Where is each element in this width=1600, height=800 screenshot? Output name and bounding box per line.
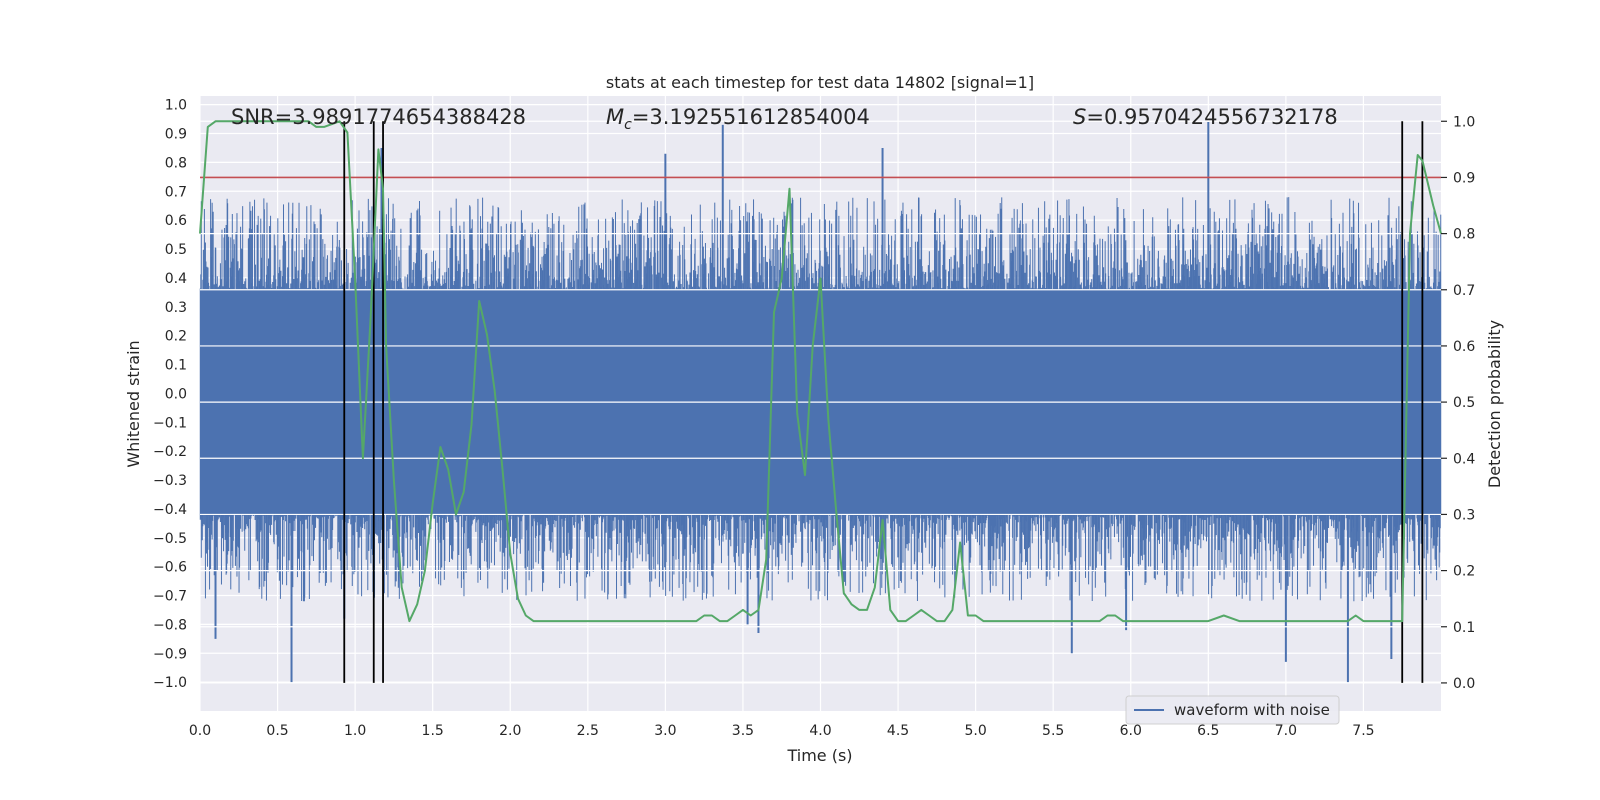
y-left-tick-label-20: 1.0 (165, 98, 187, 114)
y-left-tick-label-17: 0.7 (165, 184, 187, 200)
y-left-tick-label-13: 0.3 (165, 300, 187, 316)
waveform-noise (199, 197, 1442, 602)
y-left-tick-label-2: −0.8 (153, 617, 187, 633)
legend: waveform with noise (1125, 695, 1340, 725)
x-tick-label-14: 7.0 (1275, 723, 1297, 739)
y-axis-left-label: Whitened strain (124, 340, 143, 467)
y-right-tick-label-9: 0.9 (1453, 170, 1475, 186)
y-left-tick-label-16: 0.6 (165, 213, 187, 229)
y-right-tick-label-10: 1.0 (1453, 114, 1475, 130)
x-tick-label-8: 4.0 (809, 723, 831, 739)
y-right-tick-label-2: 0.2 (1453, 564, 1475, 580)
x-tick-label-4: 2.0 (499, 723, 521, 739)
y-left-tick-label-18: 0.8 (165, 155, 187, 171)
y-left-tick-label-4: −0.6 (153, 560, 187, 576)
y-right-tick-label-0: 0.0 (1453, 676, 1475, 692)
x-tick-label-15: 7.5 (1352, 723, 1374, 739)
y-left-tick-label-1: −0.9 (153, 646, 187, 662)
legend-label-waveform: waveform with noise (1174, 701, 1330, 719)
x-tick-label-6: 3.0 (654, 723, 676, 739)
y-left-tick-label-15: 0.5 (165, 242, 187, 258)
y-left-tick-label-6: −0.4 (153, 502, 187, 518)
s-symbol: S (1073, 105, 1086, 129)
detection-probability-line (199, 120, 1442, 623)
y-right-tick-label-5: 0.5 (1453, 395, 1475, 411)
x-tick-label-0: 0.0 (189, 723, 211, 739)
y-right-tick-label-4: 0.4 (1453, 451, 1475, 467)
y-axis-right: 0.0 0.1 0.2 0.3 0.4 0.5 0.6 0.7 0.8 0.9 1.0 (1441, 114, 1475, 692)
x-tick-label-5: 2.5 (577, 723, 599, 739)
x-tick-label-7: 3.5 (732, 723, 754, 739)
y-left-tick-label-9: −0.1 (153, 415, 187, 431)
y-left-tick-label-11: 0.1 (165, 358, 187, 374)
detection-probability-series (199, 120, 1442, 623)
mc-value: =3.192551612854004 (632, 105, 870, 129)
x-tick-label-1: 0.5 (266, 723, 288, 739)
s-annotation: S=0.9570424556732178 (1073, 105, 1338, 129)
mc-subscript: c (624, 117, 632, 133)
y-left-tick-label-3: −0.7 (153, 589, 187, 605)
x-tick-label-2: 1.0 (344, 723, 366, 739)
x-tick-label-9: 4.5 (887, 723, 909, 739)
y-right-tick-label-7: 0.7 (1453, 283, 1475, 299)
mc-symbol: M (606, 105, 624, 129)
x-tick-label-10: 5.0 (964, 723, 986, 739)
y-right-tick-label-1: 0.1 (1453, 620, 1475, 636)
x-tick-label-13: 6.5 (1197, 723, 1219, 739)
x-axis-label: Time (s) (786, 746, 852, 765)
s-value: =0.9570424556732178 (1086, 105, 1337, 129)
y-left-tick-label-0: −1.0 (153, 675, 187, 691)
x-tick-label-11: 5.5 (1042, 723, 1064, 739)
y-left-tick-label-8: −0.2 (153, 444, 187, 460)
y-right-tick-label-6: 0.6 (1453, 339, 1475, 355)
y-left-tick-label-14: 0.4 (165, 271, 187, 287)
y-left-tick-label-7: −0.3 (153, 473, 187, 489)
y-left-tick-label-5: −0.5 (153, 531, 187, 547)
y-right-tick-label-3: 0.3 (1453, 507, 1475, 523)
y-axis-right-label: Detection probability (1485, 320, 1504, 488)
y-right-tick-label-8: 0.8 (1453, 227, 1475, 243)
chart-title: stats at each timestep for test data 148… (606, 73, 1034, 92)
legend-box (1125, 695, 1340, 725)
snr-annotation: SNR=3.9891774654388428 (231, 105, 526, 129)
x-tick-label-3: 1.5 (422, 723, 444, 739)
x-axis: 0.0 0.5 1.0 1.5 2.0 2.5 3.0 3.5 4.0 4.5 5.0 5.5 6.0 6… (189, 723, 1375, 739)
x-tick-label-12: 6.0 (1120, 723, 1142, 739)
y-left-tick-label-10: 0.0 (165, 386, 187, 402)
y-left-tick-label-12: 0.2 (165, 329, 187, 345)
y-axis-left: −1.0 −0.9 −0.8 −0.7 −0.6 −0.5 −0.4 −0.3 −0.2 −0.1… (153, 98, 187, 691)
mc-annotation: Mc=3.192551612854004 (606, 105, 870, 133)
y-left-tick-label-19: 0.9 (165, 127, 187, 143)
